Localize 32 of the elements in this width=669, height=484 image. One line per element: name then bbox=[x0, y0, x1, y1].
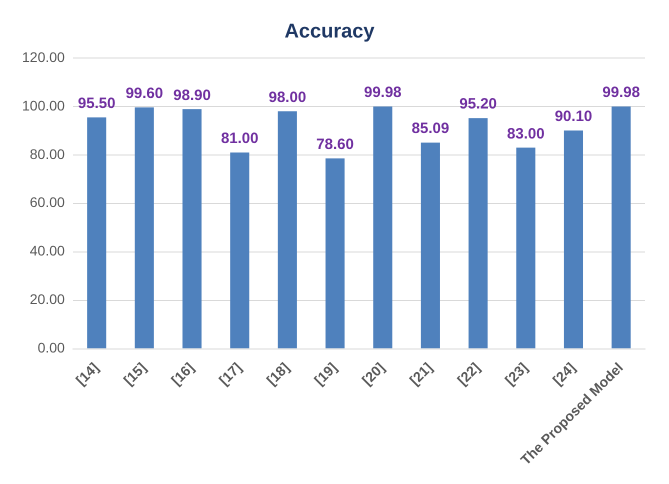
data-label: 98.00 bbox=[268, 88, 306, 106]
y-tick-label: 80.00 bbox=[30, 146, 66, 162]
data-label: 99.98 bbox=[602, 84, 640, 102]
data-label: 99.98 bbox=[364, 84, 402, 102]
bar bbox=[420, 142, 440, 348]
bar bbox=[182, 109, 202, 348]
chart-title: Accuracy bbox=[284, 20, 376, 43]
bar bbox=[326, 158, 345, 348]
data-label: 81.00 bbox=[220, 130, 258, 148]
data-label: 78.60 bbox=[316, 136, 354, 153]
y-tick-label: 40.00 bbox=[30, 242, 66, 259]
data-label: 95.50 bbox=[78, 95, 116, 112]
bar bbox=[564, 130, 584, 348]
bar bbox=[278, 111, 297, 348]
y-tick-label: 120.00 bbox=[22, 48, 66, 65]
data-label: 99.60 bbox=[126, 85, 164, 102]
y-tick-label: 100.00 bbox=[22, 97, 66, 114]
y-tick-label: 20.00 bbox=[30, 291, 66, 308]
bar bbox=[134, 107, 154, 348]
data-label: 98.90 bbox=[173, 86, 211, 104]
y-tick-label: 0.00 bbox=[38, 340, 66, 356]
data-label: 85.09 bbox=[412, 120, 450, 138]
bar bbox=[468, 118, 488, 348]
bar bbox=[373, 106, 392, 348]
y-tick-label: 60.00 bbox=[30, 194, 66, 210]
data-label: 83.00 bbox=[507, 125, 545, 142]
data-label: 90.10 bbox=[554, 108, 592, 126]
bar bbox=[612, 106, 631, 348]
bar bbox=[230, 152, 250, 348]
bar bbox=[516, 148, 536, 348]
bar bbox=[87, 117, 106, 348]
data-label: 95.20 bbox=[459, 96, 497, 113]
